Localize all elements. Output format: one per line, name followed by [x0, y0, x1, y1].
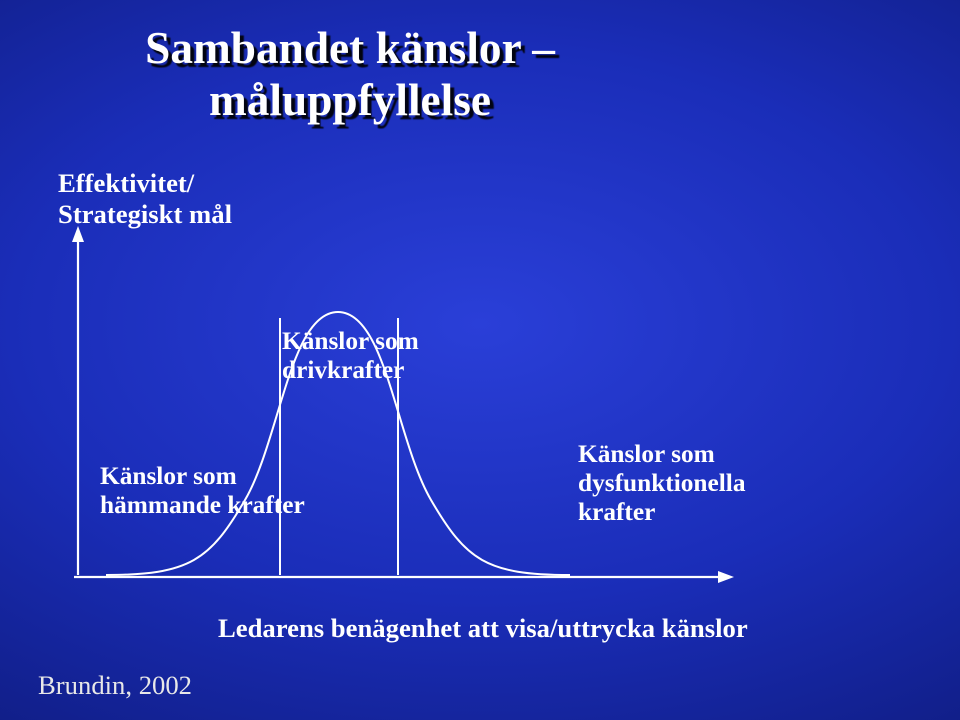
label-mid: Känslor som drivkrafter	[282, 327, 419, 385]
label-right-line3: krafter	[578, 498, 655, 526]
chart-svg	[0, 0, 960, 720]
label-mid-line2: drivkrafter	[282, 356, 404, 384]
label-left: Känslor som hämmande krafter	[100, 462, 305, 520]
label-right-line1: Känslor som	[578, 440, 715, 468]
label-right-line2: dysfunktionella	[578, 469, 746, 497]
label-left-line2: hämmande krafter	[100, 491, 305, 519]
source-citation: Brundin, 2002	[38, 670, 192, 701]
x-axis-arrow	[718, 571, 734, 583]
source-text: Brundin, 2002	[38, 670, 192, 700]
x-axis-label-text: Ledarens benägenhet att visa/uttrycka kä…	[218, 613, 748, 643]
label-right: Känslor som dysfunktionella krafter	[578, 440, 746, 527]
label-mid-line1: Känslor som	[282, 327, 419, 355]
y-axis-arrow	[72, 226, 84, 242]
x-axis-label: Ledarens benägenhet att visa/uttrycka kä…	[218, 613, 748, 644]
label-left-line1: Känslor som	[100, 462, 237, 490]
